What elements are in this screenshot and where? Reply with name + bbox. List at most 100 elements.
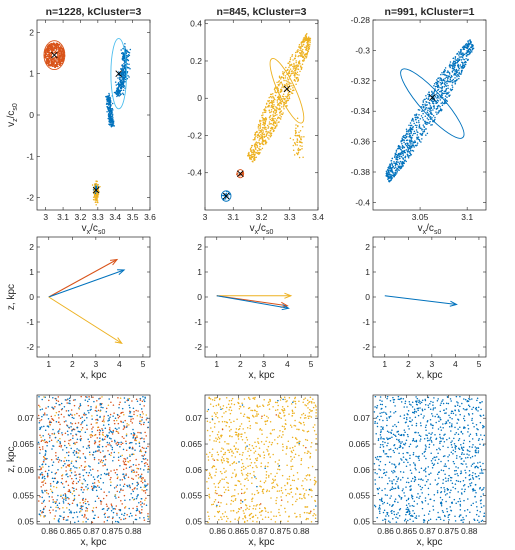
point-yellow: [303, 135, 305, 138]
point-blue: [90, 406, 92, 408]
point-orange: [58, 410, 60, 413]
point-yellow: [71, 460, 73, 462]
point-blue: [112, 516, 114, 518]
point-blue: [128, 54, 131, 57]
axes-box: [372, 236, 487, 358]
point-yellow: [256, 146, 258, 148]
point-blue: [122, 448, 125, 451]
point-blue: [119, 76, 122, 79]
point-yellow: [211, 503, 213, 506]
point-orange: [114, 508, 117, 510]
point-yellow: [127, 461, 130, 463]
point-orange: [130, 465, 132, 468]
point-yellow: [312, 514, 314, 517]
point-blue: [74, 474, 76, 477]
point-yellow: [256, 422, 258, 424]
point-blue: [128, 404, 130, 407]
point-blue: [67, 434, 69, 436]
point-blue: [436, 105, 439, 108]
point-orange: [88, 395, 90, 398]
point-yellow: [269, 93, 272, 96]
point-blue: [115, 84, 118, 86]
point-blue: [139, 517, 141, 519]
point-yellow: [237, 434, 239, 437]
point-blue: [124, 499, 126, 502]
point-blue: [76, 503, 78, 506]
x-axis-label: x, kpc: [80, 370, 106, 381]
point-orange: [44, 482, 47, 484]
point-blue: [110, 124, 113, 126]
point-blue: [418, 124, 421, 126]
point-blue: [39, 428, 41, 431]
point-yellow: [255, 477, 257, 480]
point-blue: [132, 436, 135, 438]
point-orange: [65, 470, 67, 472]
x-tick-label: 2: [406, 359, 411, 369]
point-yellow: [206, 429, 209, 432]
point-blue: [397, 166, 400, 169]
point-blue: [404, 155, 407, 158]
point-orange: [45, 57, 47, 59]
point-orange: [48, 64, 51, 67]
point-yellow: [229, 464, 231, 466]
point-blue: [448, 64, 451, 67]
point-orange: [46, 48, 48, 50]
point-blue: [50, 485, 52, 487]
point-yellow: [306, 452, 309, 454]
point-blue: [131, 415, 133, 418]
point-orange: [38, 446, 41, 449]
point-yellow: [290, 82, 292, 85]
point-blue: [401, 163, 403, 165]
point-yellow: [246, 519, 249, 522]
y-tick-label: -0.32: [351, 76, 371, 86]
point-orange: [71, 477, 73, 480]
point-blue: [463, 48, 466, 51]
point-yellow: [288, 72, 291, 75]
point-blue: [121, 85, 124, 88]
point-yellow: [272, 481, 275, 484]
point-orange: [48, 509, 51, 512]
point-yellow: [249, 427, 251, 430]
point-yellow: [282, 105, 285, 108]
point-blue: [411, 128, 414, 131]
point-orange: [56, 62, 58, 65]
point-yellow: [230, 409, 233, 412]
point-blue: [121, 67, 124, 69]
point-blue: [470, 41, 472, 43]
point-blue: [107, 473, 109, 475]
point-blue: [437, 77, 439, 80]
point-blue: [127, 55, 130, 58]
point-yellow: [264, 420, 266, 422]
x-axis-label: vx/cs0: [250, 223, 274, 236]
point-blue: [49, 435, 51, 437]
point-orange: [70, 409, 73, 411]
point-yellow: [301, 66, 303, 69]
point-orange: [107, 516, 109, 518]
point-orange: [92, 468, 94, 471]
point-yellow: [77, 456, 80, 458]
point-yellow: [253, 154, 256, 157]
point-blue: [105, 98, 108, 100]
point-blue: [67, 475, 69, 478]
point-blue: [395, 153, 398, 156]
point-blue: [111, 446, 114, 449]
point-blue: [446, 96, 448, 98]
point-yellow: [300, 55, 302, 58]
point-yellow: [289, 65, 291, 67]
point-yellow: [293, 142, 296, 144]
point-yellow: [260, 131, 263, 133]
point-orange: [124, 460, 127, 463]
point-blue: [88, 451, 91, 453]
point-yellow: [216, 417, 219, 419]
point-orange: [58, 459, 61, 461]
point-blue: [66, 451, 68, 454]
point-yellow: [212, 458, 214, 460]
point-yellow: [259, 137, 262, 140]
x-axis-label: vx/cs0: [82, 223, 106, 236]
point-blue: [445, 74, 448, 77]
point-yellow: [270, 511, 272, 513]
point-yellow: [291, 503, 294, 506]
point-blue: [438, 90, 441, 93]
y-tick-label: 1: [365, 267, 370, 277]
